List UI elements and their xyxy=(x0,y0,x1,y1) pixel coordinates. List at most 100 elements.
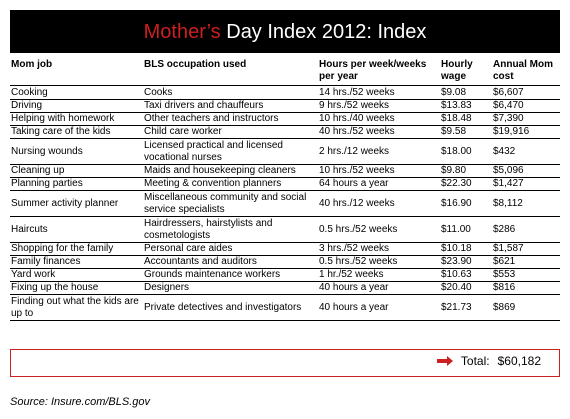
mom-job-cell: Nursing wounds xyxy=(11,145,83,157)
table-row: Driving Taxi drivers and chauffeurs 9 hr… xyxy=(10,100,560,113)
mom-job-cell: Helping with homework xyxy=(11,113,115,124)
hours-cell: 40 hours a year xyxy=(319,282,389,293)
table-row: Shopping for the family Personal care ai… xyxy=(10,243,560,256)
mom-job-cell: Cooking xyxy=(11,87,48,98)
hourly-wage-cell: $10.18 xyxy=(441,243,472,254)
mom-job-cell: Yard work xyxy=(11,269,56,280)
annual-cost-cell: $432 xyxy=(493,145,516,157)
hourly-wage-cell: $23.90 xyxy=(441,256,472,267)
table-row: Yard work Grounds maintenance workers 1 … xyxy=(10,269,560,282)
annual-cost-cell: $19,916 xyxy=(493,126,530,137)
hourly-wage-cell: $16.90 xyxy=(441,197,472,209)
hours-cell: 10 hrs./40 weeks xyxy=(319,113,395,124)
annual-cost-cell: $1,427 xyxy=(493,178,524,189)
bls-occupation-cell: Child care worker xyxy=(144,126,222,137)
bls-occupation-cell: Taxi drivers and chauffeurs xyxy=(144,100,264,111)
annual-cost-cell: $869 xyxy=(493,301,516,313)
table-header-row: Mom job BLS occupation used Hours per we… xyxy=(10,53,560,86)
bls-occupation-cell: Licensed practical and licensed vocation… xyxy=(144,139,283,163)
hours-cell: 40 hrs./52 weeks xyxy=(319,126,395,137)
hours-cell: 40 hrs./12 weeks xyxy=(319,197,395,209)
annual-cost-cell: $7,390 xyxy=(493,113,524,124)
header-bls-occupation: BLS occupation used xyxy=(144,59,247,70)
hourly-wage-cell: $10.63 xyxy=(441,269,472,280)
bls-occupation-cell: Accountants and auditors xyxy=(144,256,257,267)
header-hourly-wage: Hourly wage xyxy=(441,59,473,82)
hourly-wage-cell: $20.40 xyxy=(441,282,472,293)
hourly-wage-cell: $22.30 xyxy=(441,178,472,189)
table-row: Finding out what the kids are up to Priv… xyxy=(10,295,560,321)
table-row: Taking care of the kids Child care worke… xyxy=(10,126,560,139)
hours-cell: 64 hours a year xyxy=(319,178,389,189)
mom-job-cell: Driving xyxy=(11,100,43,111)
title-bar: Mother’s Day Index 2012: Index xyxy=(10,10,560,53)
header-annual-mom-cost: Annual Mom cost xyxy=(493,59,553,82)
mom-job-cell: Planning parties xyxy=(11,178,83,189)
hourly-wage-cell: $11.00 xyxy=(441,223,471,235)
hours-cell: 1 hr./52 weeks xyxy=(319,269,384,280)
mom-job-cell: Fixing up the house xyxy=(11,282,99,293)
table-row: Nursing wounds Licensed practical and li… xyxy=(10,139,560,165)
annual-cost-cell: $5,096 xyxy=(493,165,524,176)
bls-occupation-cell: Hairdressers, hairstylists and cosmetolo… xyxy=(144,217,273,241)
table-row: Cooking Cooks 14 hrs./52 weeks $9.08 $6,… xyxy=(10,87,560,100)
table-body: Cooking Cooks 14 hrs./52 weeks $9.08 $6,… xyxy=(10,87,560,372)
table-row: Cleaning up Maids and housekeeping clean… xyxy=(10,165,560,178)
mom-job-cell: Haircuts xyxy=(11,223,48,235)
annual-cost-cell: $621 xyxy=(493,256,516,267)
hours-cell: 2 hrs./12 weeks xyxy=(319,145,390,157)
annual-cost-cell: $6,470 xyxy=(493,100,524,111)
hourly-wage-cell: $18.00 xyxy=(441,145,472,157)
mom-job-cell: Family finances xyxy=(11,256,81,267)
mom-job-cell: Summer activity planner xyxy=(11,197,119,209)
mom-job-cell: Cleaning up xyxy=(11,165,65,176)
total-row: Total: $60,182 xyxy=(436,354,541,368)
annual-cost-cell: $6,607 xyxy=(493,87,524,98)
hourly-wage-cell: $9.80 xyxy=(441,165,467,176)
hours-cell: 14 hrs./52 weeks xyxy=(319,87,395,98)
title-highlight: Mother’s xyxy=(143,20,221,43)
source-caption: Source: Insure.com/BLS.gov xyxy=(10,396,151,408)
hours-cell: 40 hours a year xyxy=(319,301,389,313)
mom-job-cell: Shopping for the family xyxy=(11,243,114,254)
hourly-wage-cell: $21.73 xyxy=(441,301,472,313)
hourly-wage-cell: $9.08 xyxy=(441,87,467,98)
table-row: Fixing up the house Designers 40 hours a… xyxy=(10,282,560,295)
total-box: Total: $60,182 xyxy=(10,349,560,377)
bls-occupation-cell: Other teachers and instructors xyxy=(144,113,279,124)
table-row: Haircuts Hairdressers, hairstylists and … xyxy=(10,217,560,243)
title-text: Day Index 2012: Index xyxy=(220,20,427,43)
annual-cost-cell: $8,112 xyxy=(493,197,523,209)
bls-occupation-cell: Private detectives and investigators xyxy=(144,301,302,313)
bls-occupation-cell: Designers xyxy=(144,282,190,293)
hours-cell: 3 hrs./52 weeks xyxy=(319,243,390,254)
bls-occupation-cell: Miscellaneous community and social servi… xyxy=(144,191,307,215)
hourly-wage-cell: $13.83 xyxy=(441,100,472,111)
annual-cost-cell: $816 xyxy=(493,282,516,293)
table-row: Planning parties Meeting & convention pl… xyxy=(10,178,560,191)
arrow-right-icon xyxy=(436,356,453,366)
total-value: $60,182 xyxy=(497,354,541,368)
annual-cost-cell: $286 xyxy=(493,223,516,235)
bls-occupation-cell: Cooks xyxy=(144,87,173,98)
annual-cost-cell: $1,587 xyxy=(493,243,524,254)
table-row: Summer activity planner Miscellaneous co… xyxy=(10,191,560,217)
bls-occupation-cell: Meeting & convention planners xyxy=(144,178,282,189)
bls-occupation-cell: Grounds maintenance workers xyxy=(144,269,281,280)
hours-cell: 0.5 hrs./52 weeks xyxy=(319,256,398,267)
header-hours: Hours per week/weeks per year xyxy=(319,59,427,82)
annual-cost-cell: $553 xyxy=(493,269,516,280)
hours-cell: 0.5 hrs./52 weeks xyxy=(319,223,398,235)
hours-cell: 10 hrs./52 weeks xyxy=(319,165,395,176)
hourly-wage-cell: $18.48 xyxy=(441,113,472,124)
header-mom-job: Mom job xyxy=(11,59,53,70)
table-row: Family finances Accountants and auditors… xyxy=(10,256,560,269)
hourly-wage-cell: $9.58 xyxy=(441,126,467,137)
hours-cell: 9 hrs./52 weeks xyxy=(319,100,390,111)
mothers-day-index-table: Mom job BLS occupation used Hours per we… xyxy=(10,53,560,403)
table-row: Helping with homework Other teachers and… xyxy=(10,113,560,126)
total-label: Total: xyxy=(460,354,490,368)
bls-occupation-cell: Personal care aides xyxy=(144,243,233,254)
mom-job-cell: Taking care of the kids xyxy=(11,126,111,137)
bls-occupation-cell: Maids and housekeeping cleaners xyxy=(144,165,296,176)
